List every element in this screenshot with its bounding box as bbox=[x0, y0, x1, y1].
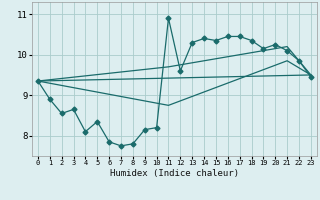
X-axis label: Humidex (Indice chaleur): Humidex (Indice chaleur) bbox=[110, 169, 239, 178]
